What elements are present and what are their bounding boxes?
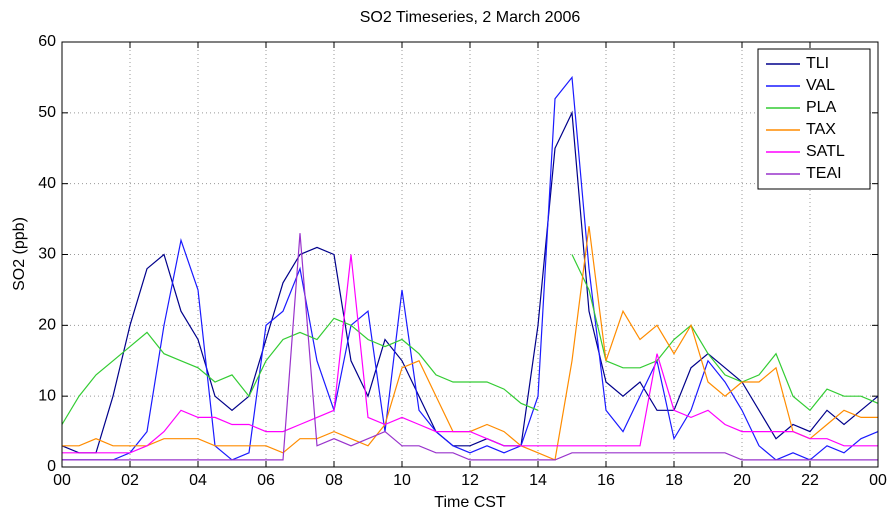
y-tick-label: 0: [47, 458, 56, 475]
legend-label: PLA: [806, 99, 837, 116]
x-tick-label: 18: [665, 472, 683, 489]
x-tick-label: 14: [529, 472, 547, 489]
y-tick-label: 10: [38, 387, 56, 404]
legend-label: TEAI: [806, 165, 842, 182]
x-axis-label: Time CST: [434, 494, 506, 511]
x-tick-label: 22: [801, 472, 819, 489]
legend-label: TAX: [806, 121, 836, 138]
legend-label: VAL: [806, 77, 835, 94]
x-tick-label: 06: [257, 472, 275, 489]
series-line: [62, 254, 878, 454]
y-tick-label: 40: [38, 175, 56, 192]
series-line: [62, 226, 878, 461]
y-axis-label: SO2 (ppb): [11, 217, 28, 291]
x-tick-label: 10: [393, 472, 411, 489]
legend-label: SATL: [806, 143, 845, 160]
plot-frame: [61, 41, 879, 468]
x-tick-label: 16: [597, 472, 615, 489]
x-tick-label: 12: [461, 472, 479, 489]
x-tick-label: 00: [53, 472, 71, 489]
x-tick-label: 08: [325, 472, 343, 489]
legend-label: TLI: [806, 55, 829, 72]
y-tick-label: 30: [38, 246, 56, 263]
legend-box: [757, 48, 871, 190]
y-tick-label: 50: [38, 104, 56, 121]
x-tick-label: 04: [189, 472, 207, 489]
x-tick-label: 02: [121, 472, 139, 489]
chart-title: SO2 Timeseries, 2 March 2006: [360, 9, 581, 26]
series-line: [62, 75, 879, 461]
legend: TLI VAL PLA TAX SATL TEAI: [757, 48, 871, 190]
y-tick-label: 60: [38, 33, 56, 50]
y-tick-label: 20: [38, 317, 56, 334]
series-line: [62, 233, 878, 461]
x-tick-label: 00: [869, 472, 887, 489]
series-line: [61, 254, 879, 425]
x-tick-label: 20: [733, 472, 751, 489]
